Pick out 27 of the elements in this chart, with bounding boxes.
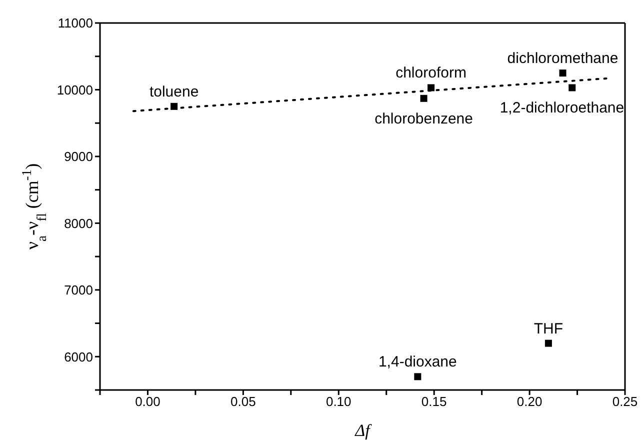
annotation: 1,4-dioxane [378,354,457,371]
point [428,84,435,92]
y-tick-label: 6000 [64,349,93,364]
point [170,102,178,110]
x-tick-label: 0.20 [516,394,542,410]
x-tick-label: 0.15 [421,394,447,410]
x-axis-title: Δf [354,421,372,440]
y-tick-label: 10000 [56,82,93,98]
point [568,84,576,92]
x-tick-label: 0.10 [326,394,352,410]
y-tick-label: 7000 [64,282,93,298]
x-tick-label: 0.05 [230,394,256,410]
y-tick-label: 8000 [64,216,93,231]
point [544,340,552,347]
point [414,373,422,380]
x-tick-label: 0.00 [135,394,160,410]
annotation: 1,2-dichloroethane [500,100,624,117]
point [420,94,428,102]
x-tick-label: 0.25 [612,394,638,410]
y-tick-label: 9000 [64,149,93,164]
annotation: THF [534,320,564,338]
annotation: toluene [149,83,199,100]
annotation: dichloromethane [507,50,618,68]
point [559,70,566,77]
y-tick-label: 11000 [58,16,93,31]
annotation: chlorobenzene [374,110,473,128]
annotation: chloroform [396,64,466,82]
